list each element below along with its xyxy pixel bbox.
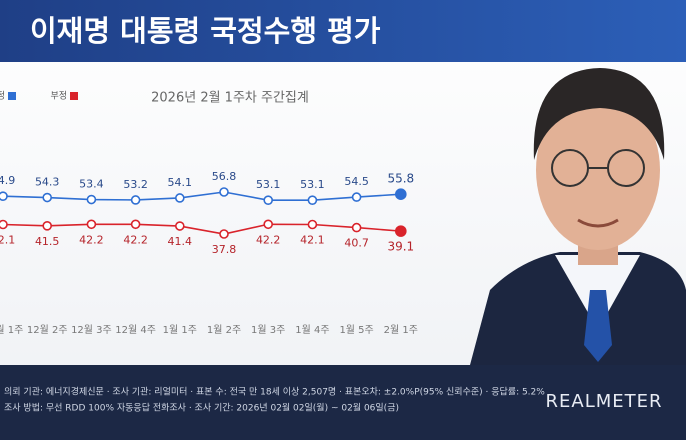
data-point [86,219,97,230]
legend-swatch [70,92,78,100]
data-point [394,225,407,237]
data-label: 40.7 [344,237,369,250]
data-point [351,222,362,233]
x-tick-label: 12월 4주 [115,324,156,336]
data-point [42,192,53,203]
data-label: 53.2 [123,178,148,191]
data-label: 39.1 [387,240,414,254]
x-tick-label: 12월 1주 [0,324,23,336]
footnote: 의뢰 기관: 에너지경제신문 · 조사 기관: 리얼미터 · 표본 수: 전국 … [4,386,545,398]
data-point [219,229,229,239]
chart-subtitle: 2026년 2월 1주차 주간집계 [151,91,309,106]
series-line [2,223,401,235]
data-point [394,188,407,201]
data-label: 42.2 [256,233,281,246]
data-label: 37.8 [212,243,237,256]
data-label: 56.8 [212,170,237,183]
data-point [86,194,97,205]
data-point [130,219,141,230]
x-tick-label: 12월 3주 [71,324,112,336]
series-line [2,191,401,201]
data-label: 55.8 [387,172,414,186]
x-tick-label: 1월 2주 [207,324,241,336]
data-point [42,221,53,231]
legend-swatch [8,92,16,100]
data-label: 54.5 [344,175,369,188]
x-tick-label: 2월 1주 [384,324,418,336]
data-label: 42.1 [300,233,325,246]
data-point [263,219,274,230]
x-tick-label: 1월 4주 [295,324,329,336]
footer-bar [0,365,686,440]
data-point [307,219,318,230]
brand: REALMETER [546,391,663,412]
data-point [219,187,229,197]
data-point [0,191,8,201]
data-label: 54.3 [35,176,60,189]
x-tick-label: 1월 3주 [251,324,285,336]
x-tick-label: 1월 5주 [339,324,373,336]
data-point [307,195,318,205]
chart-title: 이재명 대통령 국정수행 평가 [30,14,381,48]
footnote: 조사 방법: 무선 RDD 100% 자동응답 전화조사 · 조사 기간: 20… [4,402,399,414]
legend-label: 부정 [50,91,67,102]
data-label: 41.4 [168,235,193,248]
data-point [263,195,274,205]
data-label: 53.1 [256,178,281,191]
data-point [0,219,8,230]
data-label: 42.1 [0,233,15,246]
data-point [130,195,141,205]
x-tick-label: 1월 1주 [163,324,197,336]
title-bar [0,0,686,62]
x-tick-label: 12월 2주 [27,324,68,336]
data-label: 53.1 [300,178,325,191]
data-label: 54.9 [0,174,15,187]
data-point [351,192,362,202]
portrait [470,68,686,365]
legend-label: 긍정 [0,91,5,102]
data-label: 42.2 [123,233,148,246]
data-point [175,221,185,231]
data-label: 53.4 [79,178,104,191]
data-label: 41.5 [35,235,60,248]
data-label: 54.1 [168,176,193,189]
data-label: 42.2 [79,233,104,246]
data-point [175,193,185,203]
